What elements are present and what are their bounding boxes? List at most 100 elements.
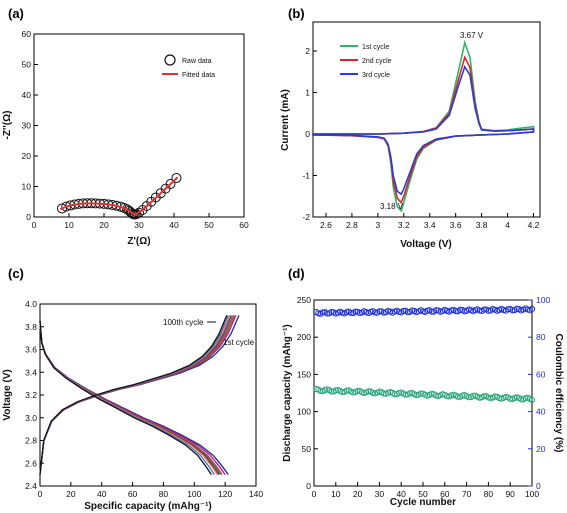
panel-d-xtick-label: 70 xyxy=(462,489,472,499)
panel-c-ytick-label: 2.4 xyxy=(25,481,37,491)
panel-d-ytick-label: 50 xyxy=(302,444,312,454)
coulombic-efficiency-point xyxy=(376,308,383,315)
coulombic-efficiency-point xyxy=(319,309,326,316)
discharge-capacity-point xyxy=(507,395,514,402)
panel-b-xtick-label: 3.2 xyxy=(398,220,410,230)
panel-a-xtick-label: 50 xyxy=(204,220,214,230)
panel-c-xtick-label: 60 xyxy=(128,489,138,499)
panel-c-ytick-label: 2.8 xyxy=(25,436,37,446)
raw-data-point xyxy=(134,207,144,218)
discharge-curve xyxy=(39,321,223,475)
panel-a-xtick-label: 0 xyxy=(32,220,37,230)
panel-b-xtick-label: 3.4 xyxy=(424,220,436,230)
panel-a-xtick-label: 10 xyxy=(64,220,74,230)
coulombic-efficiency-point xyxy=(400,307,407,315)
panel-b-label: (b) xyxy=(288,6,305,21)
panel-c-xtick-label: 120 xyxy=(218,489,232,499)
discharge-curve xyxy=(39,321,218,475)
panel-a-ytick-label: 40 xyxy=(22,90,32,100)
panel-a-xtick-label: 30 xyxy=(134,220,144,230)
annotation-100th-cycle: 100th cycle xyxy=(163,318,204,327)
panel-a-label: (a) xyxy=(8,6,24,21)
panel-b-ytick-label: 2 xyxy=(305,46,310,56)
panel-c-xtick-label: 80 xyxy=(159,489,169,499)
panel-d-ytick-right-label: 20 xyxy=(536,444,546,454)
fitted-data-line xyxy=(59,176,179,216)
panel-d-marks: 0 10 20 30 40 50 60 70 80 90 100050100150200250020… xyxy=(297,295,551,499)
panel-b-ytick-label: 0 xyxy=(305,129,310,139)
panel-b-xtick-label: 4.2 xyxy=(528,220,540,230)
panel-d-xtick-label: 0 xyxy=(312,489,317,499)
panel-d-xtick-label: 30 xyxy=(375,489,385,499)
panel-a-xtick-label: 20 xyxy=(99,220,109,230)
panel-d-ytick-label: 0 xyxy=(306,481,311,491)
panel-d-ytick-label: 200 xyxy=(297,332,311,342)
raw-data-point xyxy=(171,172,182,183)
panel-b-xlabel: Voltage (V) xyxy=(400,239,451,250)
panel-b-xtick-label: 2.6 xyxy=(320,220,332,230)
coulombic-efficiency-point xyxy=(347,309,355,317)
panel-b-xtick-label: 2.8 xyxy=(346,220,358,230)
panel-a-marks: 0 10 20 30 40 50 60 0 10 20 30 40 50 60 xyxy=(22,29,249,230)
panel-c: (c) 0 20 40 60 80 100 120 140 2.4 2.6 2.8 3.0 3.2 3.4… xyxy=(2,266,263,512)
coulombic-efficiency-point xyxy=(528,305,536,313)
panel-d-xlabel: Cycle number xyxy=(390,497,456,508)
cv-curve-cycle-3 xyxy=(312,64,535,196)
panel-a-ylabel: -Z''(Ω) xyxy=(2,111,13,140)
panel-d-ytick-label: 150 xyxy=(297,369,311,379)
discharge-capacity-point xyxy=(470,392,477,399)
panel-b-legend: 1st cycle 2nd cycle 3rd cycle xyxy=(340,44,392,79)
raw-data-point xyxy=(165,179,176,190)
panel-a-ytick-label: 50 xyxy=(22,60,32,70)
discharge-capacity-point xyxy=(328,388,335,395)
discharge-capacity-point xyxy=(317,387,324,395)
panel-b-axes xyxy=(312,21,541,218)
panel-c-xtick-label: 100 xyxy=(187,489,201,499)
panel-a-ytick-label: 10 xyxy=(22,182,32,192)
discharge-capacity-point xyxy=(406,390,414,397)
panel-d-ylabel: Discharge capacity (mAhg⁻¹) xyxy=(282,324,293,462)
panel-d-xtick-label: 50 xyxy=(418,489,428,499)
panel-c-ytick-label: 3.2 xyxy=(25,390,37,400)
panel-c-ytick-label: 3.6 xyxy=(25,345,37,355)
coulombic-efficiency-point xyxy=(371,309,379,316)
panel-d-ytick-right-label: 100 xyxy=(536,295,550,305)
panel-a-axes xyxy=(33,33,245,218)
legend-fitted-data: Fitted data xyxy=(182,72,215,79)
coulombic-efficiency-point xyxy=(504,306,512,313)
discharge-capacity-point xyxy=(454,393,461,400)
panel-c-xlabel: Specific capacity (mAhg⁻¹) xyxy=(84,501,212,512)
panel-b-xtick-label: 3.8 xyxy=(476,220,488,230)
discharge-curve xyxy=(39,321,220,475)
discharge-capacity-point xyxy=(480,393,488,400)
panel-b-marks: 2.6 2.8 3 3.2 3.4 3.6 3.8 4 4.2 -2 -1 0 1 2 xyxy=(302,39,540,230)
panel-a: (a) 0 10 20 30 40 50 60 0 10 20 30 40 50 60 Z'(Ω) -Z'… xyxy=(2,6,249,247)
panel-a-ytick-label: 0 xyxy=(26,212,31,222)
panel-a-xlabel: Z'(Ω) xyxy=(127,236,150,247)
legend-cycle-1: 1st cycle xyxy=(362,44,389,51)
panel-c-xtick-label: 20 xyxy=(66,489,76,499)
discharge-curve xyxy=(39,321,226,475)
panel-c-ytick-label: 3.0 xyxy=(25,413,37,423)
panel-d-ytick-right-label: 80 xyxy=(536,332,546,342)
discharge-capacity-point xyxy=(518,396,525,403)
panel-b-ytick-label: 1 xyxy=(305,88,310,98)
panel-c-xtick-label: 140 xyxy=(249,489,263,499)
panel-d-xtick-label: 80 xyxy=(484,489,494,499)
panel-a-legend: Raw data Fitted data xyxy=(162,54,215,79)
panel-a-xtick-label: 40 xyxy=(169,220,179,230)
panel-b-xtick-label: 4 xyxy=(505,220,510,230)
panel-b-ylabel: Current (mA) xyxy=(280,89,291,151)
legend-raw-marker xyxy=(164,54,176,66)
panel-d-xtick-label: 20 xyxy=(353,489,363,499)
discharge-capacity-point xyxy=(417,390,424,397)
panel-d-ytick-right-label: 0 xyxy=(536,481,541,491)
panel-c-xtick-label: 0 xyxy=(38,489,43,499)
panel-d-xtick-label: 90 xyxy=(505,489,515,499)
legend-cycle-2: 2nd cycle xyxy=(362,58,392,65)
discharge-capacity-point xyxy=(380,390,387,397)
panel-d-ytick-label: 250 xyxy=(297,295,311,305)
discharge-curve xyxy=(39,321,212,475)
legend-raw-data: Raw data xyxy=(182,58,212,65)
